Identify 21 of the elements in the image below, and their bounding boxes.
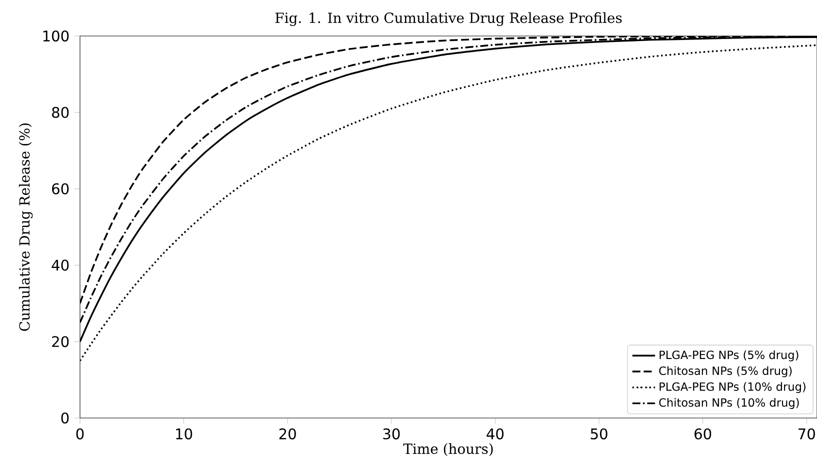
x-tick-label: 10 <box>176 428 192 440</box>
y-tick-label: 40 <box>52 260 69 271</box>
x-tick-label: 30 <box>383 428 400 440</box>
legend-label: Chitosan NPs (5% drug) <box>659 366 792 378</box>
legend-label: Chitosan NPs (10% drug) <box>659 398 799 409</box>
y-axis-title: Cumulative Drug Release (%) <box>18 123 33 331</box>
x-tick-label: 40 <box>486 428 504 440</box>
x-tick-label: 20 <box>279 428 296 440</box>
x-axis-title: Time (hours) <box>403 443 493 456</box>
y-tick-label: 20 <box>52 336 69 348</box>
legend-label: PLGA-PEG NPs (5% drug) <box>660 350 798 362</box>
y-tick-label: 0 <box>61 412 69 424</box>
x-tick-label: 0 <box>76 428 84 440</box>
x-tick-label: 50 <box>590 428 608 440</box>
y-tick-label: 80 <box>52 106 69 118</box>
x-tick-label: 70 <box>798 428 815 440</box>
chart-title: Fig. 1. In vitro Cumulative Drug Release Profiles <box>275 12 622 26</box>
x-tick-label: 60 <box>694 428 712 440</box>
legend-label: PLGA-PEG NPs (10% drug) <box>660 382 806 394</box>
y-tick-label: 100 <box>43 30 69 42</box>
y-tick-label: 60 <box>52 183 69 194</box>
